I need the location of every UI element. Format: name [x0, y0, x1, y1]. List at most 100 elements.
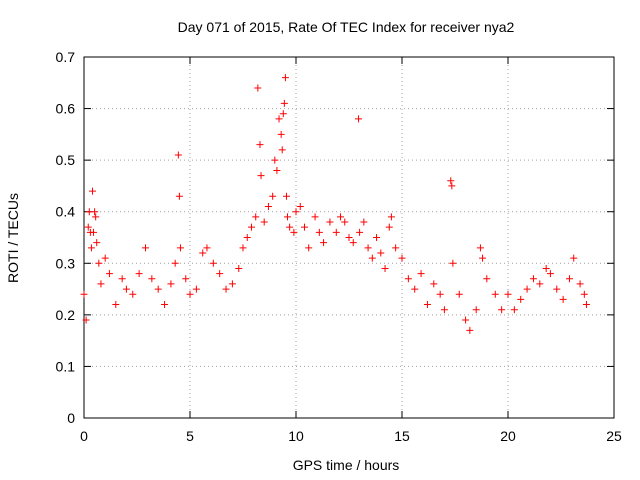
data-point [387, 213, 395, 221]
data-point [479, 254, 487, 262]
data-point [349, 239, 357, 247]
data-point [203, 244, 211, 252]
data-point [161, 301, 169, 309]
x-tick-label: 5 [186, 428, 194, 444]
data-point [256, 141, 264, 149]
data-point [373, 234, 381, 241]
data-point [449, 259, 457, 267]
data-point [483, 275, 491, 283]
data-point [284, 213, 292, 221]
data-point [582, 301, 590, 309]
x-tick-labels: 0 5 10 15 20 25 [80, 428, 622, 444]
data-point [356, 228, 364, 236]
data-point [269, 192, 277, 200]
data-point [271, 156, 279, 164]
data-point [332, 228, 340, 236]
y-tick-label: 0.2 [56, 307, 76, 323]
x-tick-label: 15 [394, 428, 410, 444]
data-point [260, 218, 268, 226]
data-point [517, 295, 525, 303]
data-point [398, 254, 406, 262]
data-point [448, 182, 456, 190]
data-point [430, 280, 438, 288]
data-point [264, 203, 272, 211]
data-point [345, 234, 353, 241]
data-point [417, 270, 425, 278]
data-point [498, 306, 506, 314]
axis-ticks [83, 56, 615, 419]
data-point [278, 146, 286, 154]
data-point [559, 295, 567, 303]
data-point [273, 166, 281, 174]
data-point [154, 285, 162, 293]
y-tick-labels: 0 0.1 0.2 0.3 0.4 0.5 0.6 0.7 [56, 49, 76, 426]
data-point [529, 275, 537, 283]
data-point [277, 130, 285, 138]
data-point [112, 301, 120, 309]
data-point [491, 290, 499, 298]
y-tick-label: 0.4 [56, 204, 76, 220]
data-point [311, 213, 319, 221]
data-point [279, 110, 287, 118]
data-point [175, 192, 183, 200]
data-point [247, 223, 255, 231]
data-point [216, 270, 224, 278]
data-point [320, 239, 328, 247]
data-point [186, 290, 194, 298]
data-point [141, 244, 149, 252]
data-point [305, 244, 313, 252]
data-point [326, 218, 334, 226]
data-point [423, 301, 431, 309]
data-point [355, 115, 363, 123]
data-point [455, 290, 463, 298]
data-point [235, 264, 243, 272]
data-point [281, 74, 289, 82]
data-point [91, 208, 99, 216]
data-point [199, 249, 207, 257]
data-point [101, 254, 109, 262]
data-point [129, 290, 137, 298]
data-point [80, 290, 88, 298]
data-point [440, 306, 448, 314]
data-point [447, 177, 455, 185]
data-point [228, 280, 236, 288]
data-point [296, 203, 304, 211]
data-point [300, 223, 308, 231]
data-point [209, 259, 217, 267]
data-point [385, 223, 393, 231]
x-axis-label: GPS time / hours [293, 457, 400, 473]
data-point [92, 213, 100, 221]
data-point [364, 244, 372, 252]
data-point [174, 151, 182, 159]
data-point [252, 213, 260, 221]
data-point [254, 84, 262, 92]
data-point [122, 285, 130, 293]
data-point [290, 228, 298, 236]
data-point [192, 285, 200, 293]
data-point [239, 244, 247, 252]
data-point [167, 280, 175, 288]
y-tick-label: 0.1 [56, 358, 76, 374]
data-point [546, 270, 554, 278]
data-point [570, 254, 578, 262]
data-point [341, 218, 349, 226]
data-point [222, 285, 230, 293]
data-point [243, 234, 251, 241]
chart-title: Day 071 of 2015, Rate Of TEC Index for r… [178, 19, 515, 35]
data-point [82, 316, 90, 324]
data-points [80, 74, 590, 334]
data-point [95, 259, 103, 267]
data-point [576, 280, 584, 288]
data-point [360, 218, 368, 226]
y-tick-label: 0 [67, 410, 75, 426]
data-point [84, 223, 92, 231]
data-point [97, 280, 105, 288]
data-point [536, 280, 544, 288]
data-point [171, 259, 179, 267]
x-tick-label: 0 [80, 428, 88, 444]
data-point [275, 115, 283, 123]
data-point [404, 275, 412, 283]
x-tick-label: 25 [606, 428, 622, 444]
data-point [148, 275, 156, 283]
